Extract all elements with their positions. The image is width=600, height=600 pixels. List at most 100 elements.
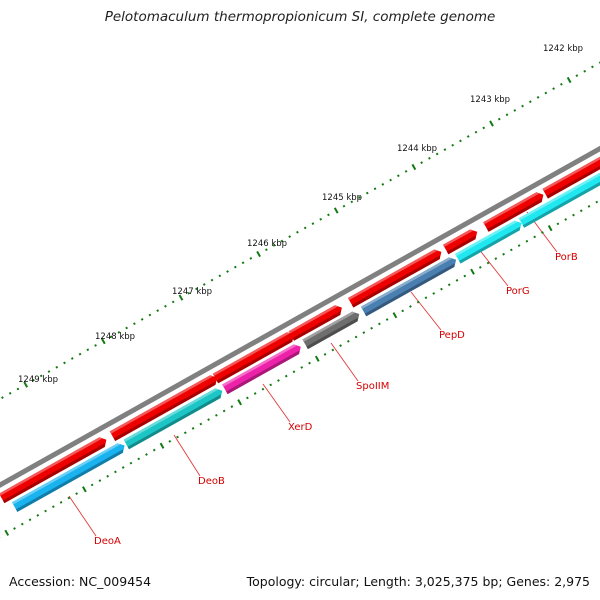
inner-tick xyxy=(145,453,148,456)
outer-tick xyxy=(451,143,455,147)
outer-tick xyxy=(513,109,517,112)
forward-gene-3-body xyxy=(212,332,294,384)
label-leader-lines xyxy=(68,211,558,537)
inner-tick xyxy=(222,409,226,413)
inner-tick xyxy=(378,322,381,326)
inner-tick xyxy=(579,209,583,213)
gene-porb-arrow-highlight xyxy=(518,172,600,221)
inner-tick xyxy=(587,205,591,208)
forward-gene-4[interactable] xyxy=(288,305,342,341)
forward-gene-2[interactable] xyxy=(109,375,218,441)
outer-tick xyxy=(233,265,237,269)
forward-gene-6[interactable] xyxy=(443,229,478,255)
forward-gene-2-highlight xyxy=(109,375,214,434)
outer-tick xyxy=(396,174,400,178)
forward-gene-2-body xyxy=(109,375,218,441)
gene-deoa-arrow[interactable] xyxy=(12,443,125,512)
outer-tick xyxy=(365,191,369,195)
outer-tick xyxy=(552,87,555,91)
inner-tick xyxy=(564,218,568,221)
outer-tick xyxy=(47,370,51,373)
outer-tick xyxy=(411,163,417,171)
inner-tick xyxy=(137,457,141,461)
forward-gene-1-highlight xyxy=(0,437,103,496)
inner-tick xyxy=(269,383,273,387)
gene-deoa-arrow-shadow xyxy=(15,449,124,512)
forward-gene-6-shadow xyxy=(447,235,476,255)
gene-deoa-arrow-body xyxy=(12,443,125,512)
forward-gene-5[interactable] xyxy=(348,249,442,308)
gene-pepd-leader xyxy=(410,291,442,331)
outer-tick xyxy=(210,278,214,282)
outer-tick xyxy=(117,331,121,334)
gene-label-porg: PorG xyxy=(506,286,530,297)
outer-tick xyxy=(86,348,90,352)
inner-tick xyxy=(533,235,537,239)
outer-tick xyxy=(241,261,245,265)
outer-tick xyxy=(544,91,548,95)
gene-pepd-arrow[interactable] xyxy=(360,257,457,317)
outer-tick xyxy=(125,326,128,330)
gene-label-spoiim: SpoIIM xyxy=(356,381,389,392)
gene-deob-arrow[interactable] xyxy=(123,388,223,450)
outer-tick xyxy=(466,135,470,138)
gene-spoiim-arrow[interactable] xyxy=(302,311,360,350)
forward-gene-7-body xyxy=(483,192,544,232)
gene-xerd-arrow-shadow xyxy=(226,350,300,395)
outer-tick xyxy=(497,117,501,121)
forward-gene-3[interactable] xyxy=(212,332,294,384)
outer-tick xyxy=(474,130,478,134)
outer-tick xyxy=(560,82,563,86)
forward-gene-6-body xyxy=(443,229,478,255)
outer-tick xyxy=(521,104,524,108)
outer-tick xyxy=(133,322,136,326)
forward-gene-1-shadow xyxy=(3,443,105,504)
inner-tick xyxy=(44,509,47,513)
forward-gene-3-shadow xyxy=(216,338,293,384)
outer-tick xyxy=(373,187,377,191)
outer-tick xyxy=(575,74,579,77)
outer-tick xyxy=(459,139,462,143)
outer-tick xyxy=(272,243,276,247)
inner-tick xyxy=(253,392,257,395)
outer-tick xyxy=(566,76,572,84)
inner-tick xyxy=(199,422,203,426)
gene-spoiim-leader xyxy=(330,342,359,382)
inner-tick xyxy=(237,399,242,406)
gene-xerd-arrow-body xyxy=(222,344,301,395)
gene-porb-arrow-shadow xyxy=(522,181,600,228)
forward-gene-1[interactable] xyxy=(0,437,107,504)
forward-gene-2-shadow xyxy=(113,381,216,441)
inner-tick xyxy=(447,283,451,287)
forward-gene-8[interactable] xyxy=(542,151,600,199)
forward-gene-5-highlight xyxy=(348,249,438,301)
gene-porg-arrow[interactable] xyxy=(455,220,522,264)
scale-label: 1244 kbp xyxy=(397,144,437,154)
inner-tick xyxy=(409,305,412,308)
outer-tick xyxy=(381,183,385,186)
outer-tick xyxy=(311,222,315,225)
forward-gene-7[interactable] xyxy=(483,192,544,232)
scale-label: 1242 kbp xyxy=(543,44,583,54)
inner-tick xyxy=(385,318,389,321)
scale-ticks xyxy=(0,61,600,538)
inner-tick xyxy=(28,518,32,522)
inner-tick xyxy=(230,405,234,408)
gene-xerd-arrow[interactable] xyxy=(222,344,301,395)
inner-tick xyxy=(300,366,304,369)
outer-tick xyxy=(256,250,261,258)
inner-tick xyxy=(470,268,475,275)
gene-porg-arrow-body xyxy=(455,220,522,264)
outer-tick xyxy=(350,200,354,204)
inner-tick xyxy=(4,529,10,536)
forward-gene-8-shadow xyxy=(546,165,600,199)
gene-labels: DeoA DeoB XerD SpoIIM PepD PorG PorB xyxy=(94,252,578,547)
gene-porb-arrow[interactable] xyxy=(518,164,600,228)
inner-tick xyxy=(67,496,71,500)
outer-tick xyxy=(249,257,253,260)
scale-labels: 1242 kbp 1243 kbp 1244 kbp 1245 kbp 1246 kbp… xyxy=(18,44,583,385)
outer-tick xyxy=(39,374,43,378)
forward-gene-1-body xyxy=(0,437,107,504)
outer-tick xyxy=(63,361,66,365)
